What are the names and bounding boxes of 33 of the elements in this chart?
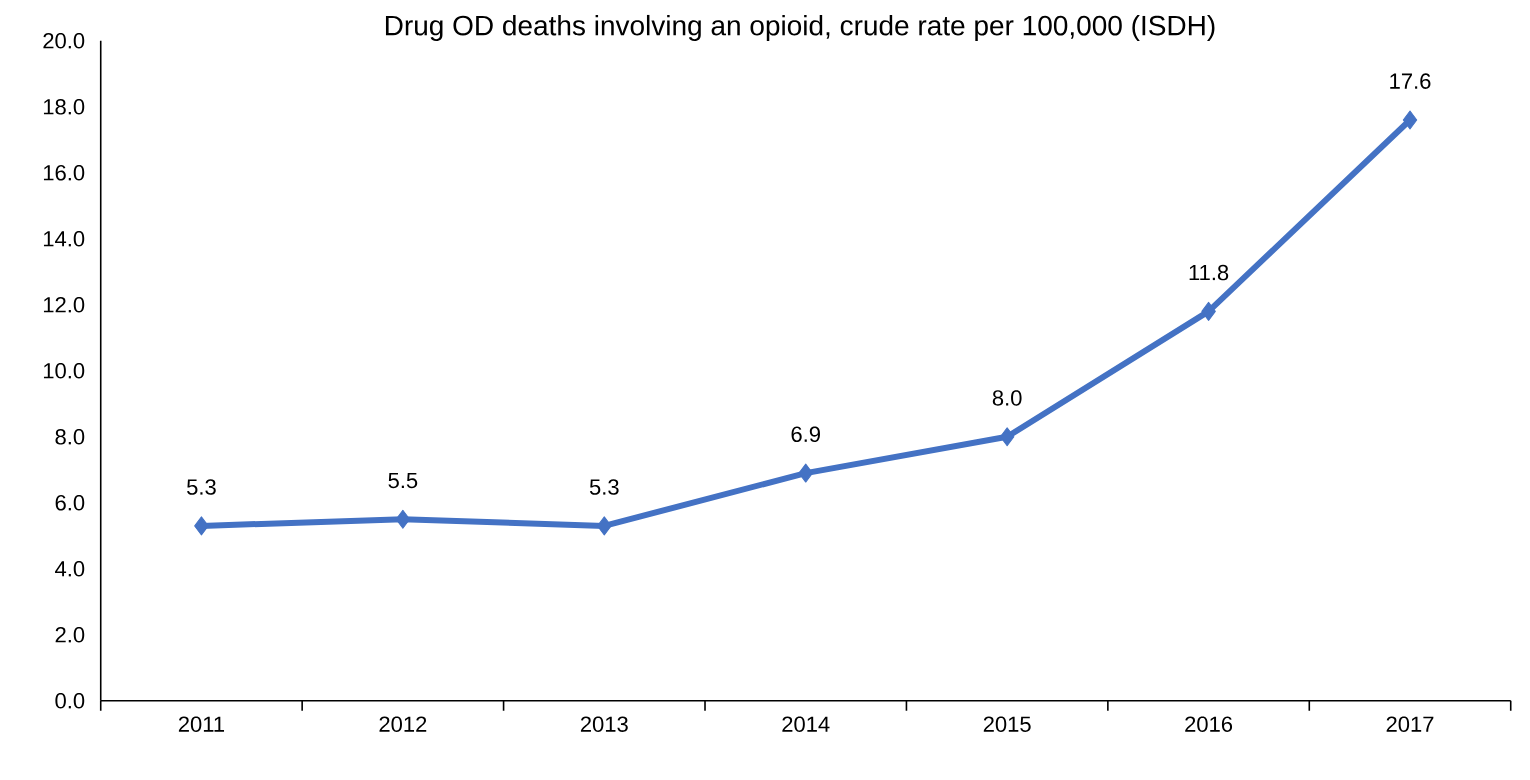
x-tick-label: 2013 xyxy=(580,716,628,732)
data-label: 17.6 xyxy=(1390,73,1431,89)
x-tick-label: 2016 xyxy=(1185,716,1233,732)
data-label: 5.3 xyxy=(187,479,216,495)
point xyxy=(395,509,411,529)
data-label: 5.3 xyxy=(589,479,619,495)
y-tick-label: 2.0 xyxy=(55,627,85,643)
point xyxy=(1402,110,1418,130)
point xyxy=(597,516,612,536)
x-tick-label: 2015 xyxy=(983,716,1031,732)
point xyxy=(194,516,209,536)
y-tick-label: 16.0 xyxy=(43,165,85,181)
x-tick-label: 2011 xyxy=(178,716,225,732)
y-tick-label: 4.0 xyxy=(55,561,85,577)
point xyxy=(999,427,1015,447)
y-tick-label: 8.0 xyxy=(55,429,85,445)
y-tick-label: 0.0 xyxy=(55,693,85,709)
data-label: 11.8 xyxy=(1189,264,1229,281)
x-tick-label: 2012 xyxy=(379,716,427,732)
point xyxy=(1201,301,1216,321)
data-label: 6.9 xyxy=(791,426,820,443)
y-tick-label: 20.0 xyxy=(43,33,85,49)
y-tick-label: 18.0 xyxy=(43,99,85,115)
x-tick-label: 2014 xyxy=(782,716,830,732)
y-tick-label: 10.0 xyxy=(43,363,85,379)
data-label: 8.0 xyxy=(992,390,1022,406)
y-tick-label: 6.0 xyxy=(55,495,85,511)
point xyxy=(798,463,813,483)
y-tick-label: 12.0 xyxy=(43,297,85,313)
y-tick-label: 14.0 xyxy=(43,231,85,247)
chart-title: Drug OD deaths involving an opioid, crude rate per 100,000 (ISDH) xyxy=(385,14,1215,42)
data-label: 5.5 xyxy=(388,472,418,489)
x-tick-label: 2017 xyxy=(1386,716,1434,732)
